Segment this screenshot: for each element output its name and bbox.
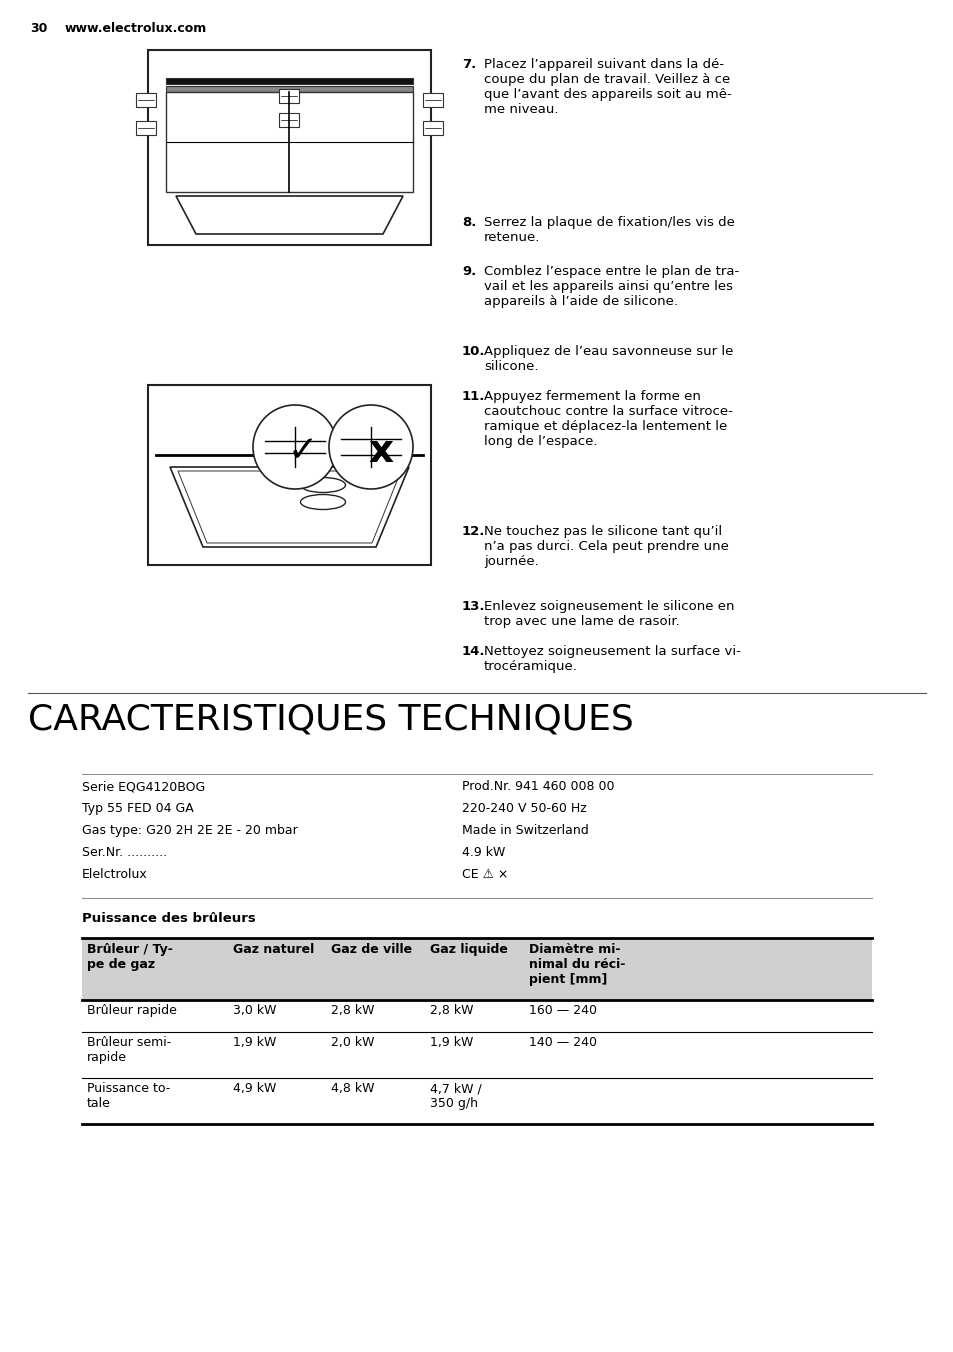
Text: Diamètre mi-
nimal du réci-
pient [mm]: Diamètre mi- nimal du réci- pient [mm] <box>529 942 625 986</box>
Bar <box>422 93 442 107</box>
Text: 4,8 kW: 4,8 kW <box>331 1082 375 1095</box>
Text: x: x <box>368 433 394 470</box>
Circle shape <box>329 406 413 489</box>
Bar <box>422 120 442 135</box>
Text: Puissance to-
tale: Puissance to- tale <box>87 1082 170 1110</box>
Text: Gaz de ville: Gaz de ville <box>331 942 412 956</box>
Bar <box>82 1000 871 1032</box>
Polygon shape <box>170 466 409 548</box>
Bar <box>136 120 156 135</box>
Text: 4,7 kW /
350 g/h: 4,7 kW / 350 g/h <box>430 1082 481 1110</box>
Text: Placez l’appareil suivant dans la dé-
coupe du plan de travail. Veillez à ce
que: Placez l’appareil suivant dans la dé- co… <box>483 58 731 116</box>
Text: 7.: 7. <box>461 58 476 72</box>
Text: ✓: ✓ <box>288 434 317 468</box>
Text: CARACTERISTIQUES TECHNIQUES: CARACTERISTIQUES TECHNIQUES <box>28 702 633 735</box>
Bar <box>82 938 871 1000</box>
Text: www.electrolux.com: www.electrolux.com <box>65 22 207 35</box>
Text: Puissance des brûleurs: Puissance des brûleurs <box>82 913 255 925</box>
Polygon shape <box>178 470 400 544</box>
Text: 2,8 kW: 2,8 kW <box>430 1005 473 1017</box>
Text: 30: 30 <box>30 22 48 35</box>
Text: 220-240 V 50-60 Hz: 220-240 V 50-60 Hz <box>461 802 586 815</box>
Bar <box>166 78 413 84</box>
Text: Elelctrolux: Elelctrolux <box>82 868 148 882</box>
Text: 10.: 10. <box>461 345 485 358</box>
Text: 11.: 11. <box>461 389 485 403</box>
Text: 13.: 13. <box>461 600 485 612</box>
Text: Serie EQG4120BOG: Serie EQG4120BOG <box>82 780 205 794</box>
Text: Enlevez soigneusement le silicone en
trop avec une lame de rasoir.: Enlevez soigneusement le silicone en tro… <box>483 600 734 627</box>
Bar <box>166 92 413 192</box>
Text: Typ 55 FED 04 GA: Typ 55 FED 04 GA <box>82 802 193 815</box>
Text: Gas type: G20 2H 2E 2E - 20 mbar: Gas type: G20 2H 2E 2E - 20 mbar <box>82 823 297 837</box>
Text: Comblez l’espace entre le plan de tra-
vail et les appareils ainsi qu’entre les
: Comblez l’espace entre le plan de tra- v… <box>483 265 739 308</box>
Bar <box>82 1032 871 1078</box>
Text: Prod.Nr. 941 460 008 00: Prod.Nr. 941 460 008 00 <box>461 780 614 794</box>
Text: CE ⚠ ⨯: CE ⚠ ⨯ <box>461 868 508 882</box>
Bar <box>136 93 156 107</box>
Text: Brûleur / Ty-
pe de gaz: Brûleur / Ty- pe de gaz <box>87 942 172 971</box>
Text: 140 — 240: 140 — 240 <box>529 1036 597 1049</box>
Text: 12.: 12. <box>461 525 485 538</box>
Text: 3,0 kW: 3,0 kW <box>233 1005 276 1017</box>
Text: 1,9 kW: 1,9 kW <box>430 1036 473 1049</box>
Text: Made in Switzerland: Made in Switzerland <box>461 823 588 837</box>
Text: Brûleur rapide: Brûleur rapide <box>87 1005 176 1017</box>
Text: 4,9 kW: 4,9 kW <box>233 1082 276 1095</box>
Text: Gaz naturel: Gaz naturel <box>233 942 314 956</box>
Text: 4.9 kW: 4.9 kW <box>461 846 505 859</box>
Bar <box>148 50 431 245</box>
Text: 2,8 kW: 2,8 kW <box>331 1005 375 1017</box>
Polygon shape <box>175 196 402 234</box>
Text: Serrez la plaque de fixation/les vis de
retenue.: Serrez la plaque de fixation/les vis de … <box>483 216 734 243</box>
Text: Brûleur semi-
rapide: Brûleur semi- rapide <box>87 1036 172 1064</box>
Text: 2,0 kW: 2,0 kW <box>331 1036 375 1049</box>
Text: Ne touchez pas le silicone tant qu’il
n’a pas durci. Cela peut prendre une
journ: Ne touchez pas le silicone tant qu’il n’… <box>483 525 728 568</box>
Text: 160 — 240: 160 — 240 <box>529 1005 597 1017</box>
Circle shape <box>305 442 331 468</box>
Bar <box>82 1078 871 1124</box>
Text: Gaz liquide: Gaz liquide <box>430 942 507 956</box>
Text: Appliquez de l’eau savonneuse sur le
silicone.: Appliquez de l’eau savonneuse sur le sil… <box>483 345 733 373</box>
Text: 9.: 9. <box>461 265 476 279</box>
Bar <box>278 114 298 127</box>
Text: Appuyez fermement la forme en
caoutchouc contre la surface vitroce-
ramique et d: Appuyez fermement la forme en caoutchouc… <box>483 389 732 448</box>
Ellipse shape <box>300 495 345 510</box>
Text: 8.: 8. <box>461 216 476 228</box>
Ellipse shape <box>300 477 345 492</box>
Text: Ser.Nr. ..........: Ser.Nr. .......... <box>82 846 167 859</box>
Text: 14.: 14. <box>461 645 485 658</box>
Bar <box>166 87 413 92</box>
Circle shape <box>253 406 336 489</box>
Text: Nettoyez soigneusement la surface vi-
trocéramique.: Nettoyez soigneusement la surface vi- tr… <box>483 645 740 673</box>
Text: 1,9 kW: 1,9 kW <box>233 1036 276 1049</box>
Bar <box>278 89 298 103</box>
Bar <box>148 385 431 565</box>
